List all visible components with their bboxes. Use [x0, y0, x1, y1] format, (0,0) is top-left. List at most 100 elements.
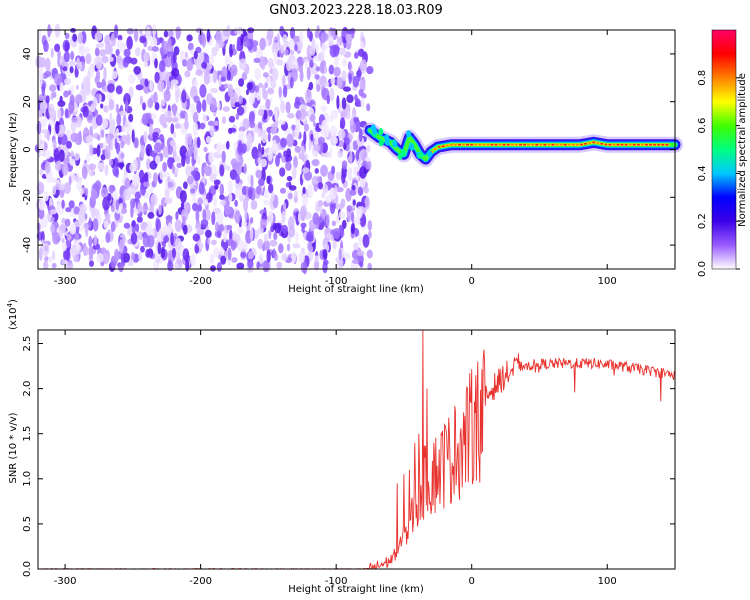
- noise-blob: [201, 33, 207, 48]
- noise-blob: [349, 189, 357, 196]
- noise-blob: [234, 187, 242, 198]
- noise-blob: [357, 158, 361, 170]
- snr-y-ticks: 0.0 0.5 1.0 1.5 2.0 2.5: [22, 336, 675, 577]
- x-tick-label: 0: [469, 576, 475, 587]
- noise-blob: [303, 131, 307, 145]
- noise-blob: [364, 196, 370, 210]
- noise-blob: [170, 140, 176, 147]
- noise-blob: [144, 202, 148, 211]
- noise-blob: [152, 112, 157, 120]
- noise-blob: [346, 94, 354, 104]
- noise-blob: [246, 82, 253, 91]
- noise-blob: [184, 51, 188, 59]
- noise-blob: [75, 242, 81, 252]
- signal-peak: [437, 146, 441, 148]
- snr-panel: -300 -200 -100 0 100 0.0 0.5 1.0 1.5 2.0 2.5 Heig…: [6, 299, 676, 595]
- noise-blob: [111, 71, 118, 80]
- noise-blob: [150, 36, 158, 49]
- noise-blob: [52, 185, 57, 196]
- noise-blob: [187, 142, 195, 154]
- noise-blob: [52, 91, 57, 98]
- signal-peak: [624, 143, 628, 146]
- signal-blob: [418, 152, 424, 159]
- signal-blob: [406, 130, 412, 138]
- noise-blob: [59, 56, 64, 66]
- noise-blob: [322, 183, 329, 194]
- noise-blob: [57, 55, 61, 67]
- noise-blob: [46, 129, 51, 142]
- noise-blob: [243, 163, 247, 175]
- noise-blob: [64, 108, 69, 119]
- noise-blob: [145, 226, 151, 234]
- noise-blob: [96, 252, 104, 264]
- noise-blob: [200, 218, 209, 228]
- noise-blob: [339, 35, 343, 46]
- noise-blob: [238, 78, 245, 87]
- noise-blob: [288, 39, 295, 50]
- noise-blob: [354, 52, 359, 59]
- noise-blob: [134, 191, 141, 200]
- noise-blob: [120, 152, 125, 159]
- noise-blob: [108, 56, 114, 62]
- noise-blob: [285, 182, 291, 188]
- noise-blob: [142, 235, 151, 248]
- noise-blob: [192, 233, 200, 242]
- noise-region: [34, 23, 374, 275]
- noise-blob: [202, 209, 207, 222]
- noise-blob: [93, 234, 97, 247]
- noise-blob: [44, 149, 52, 160]
- noise-blob: [173, 131, 177, 139]
- noise-blob: [129, 162, 137, 173]
- noise-blob: [84, 47, 90, 55]
- noise-blob: [68, 100, 75, 114]
- noise-blob: [44, 161, 51, 174]
- noise-blob: [358, 88, 364, 97]
- noise-blob: [335, 171, 342, 180]
- noise-blob: [158, 204, 162, 216]
- noise-blob: [237, 140, 243, 154]
- noise-blob: [341, 29, 347, 38]
- noise-blob: [50, 47, 54, 59]
- noise-blob: [168, 249, 173, 260]
- noise-blob: [186, 58, 194, 72]
- noise-blob: [330, 125, 337, 137]
- noise-blob: [198, 181, 205, 195]
- noise-blob: [53, 147, 60, 162]
- noise-blob: [211, 239, 217, 246]
- noise-blob: [73, 206, 80, 215]
- noise-blob: [74, 132, 83, 146]
- noise-blob: [70, 51, 75, 61]
- signal-peak: [632, 143, 636, 146]
- noise-blob: [320, 32, 329, 42]
- noise-blob: [227, 83, 234, 97]
- noise-blob: [289, 76, 294, 89]
- noise-blob: [302, 167, 310, 174]
- signal-peak: [628, 143, 632, 146]
- signal-peak: [502, 143, 506, 146]
- noise-blob: [248, 139, 252, 150]
- noise-blob: [281, 253, 288, 261]
- noise-blob: [248, 250, 254, 260]
- noise-blob: [309, 114, 316, 123]
- noise-blob: [256, 91, 261, 101]
- noise-blob: [268, 183, 274, 194]
- noise-blob: [249, 92, 255, 105]
- noise-blob: [52, 138, 57, 150]
- noise-blob: [163, 89, 171, 102]
- noise-blob: [167, 222, 172, 234]
- noise-blob: [328, 37, 334, 47]
- noise-blob: [249, 217, 254, 224]
- noise-blob: [88, 245, 94, 260]
- noise-blob: [294, 145, 301, 153]
- noise-blob: [191, 78, 195, 86]
- noise-blob: [149, 79, 154, 92]
- noise-blob: [36, 138, 45, 150]
- noise-blob: [86, 152, 91, 163]
- x-tick-label: -300: [54, 276, 77, 287]
- noise-blob: [212, 69, 218, 83]
- noise-blob: [258, 82, 264, 88]
- noise-blob: [146, 158, 151, 170]
- noise-blob: [267, 57, 274, 69]
- noise-blob: [313, 260, 319, 270]
